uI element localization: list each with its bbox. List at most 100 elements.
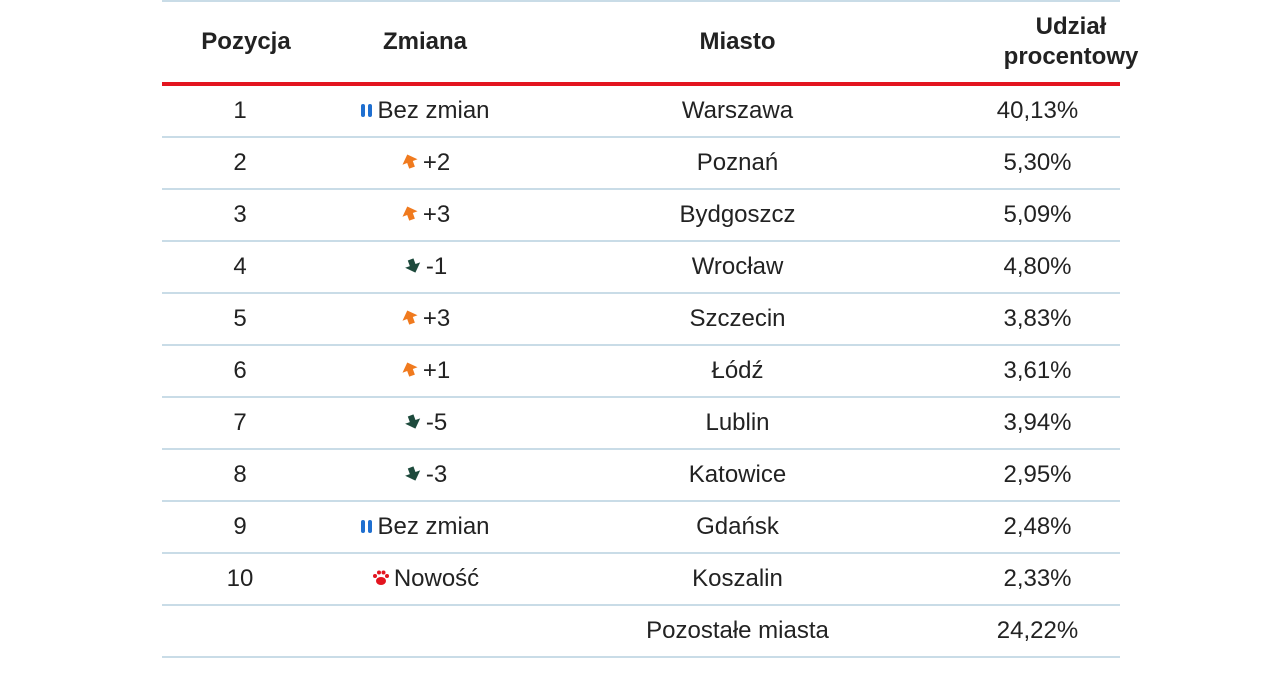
cell-text: +3 <box>422 201 451 228</box>
table-cell: +3 <box>330 189 520 242</box>
table-row: 9 Bez zmian Gdańsk 2,48% <box>162 501 1120 554</box>
change-icon <box>360 513 377 540</box>
ranking-table: Pozycja Zmiana Miasto Udział procentowy 1 Be… <box>162 0 1138 658</box>
table-cell: 3,61% <box>955 345 1120 398</box>
table-cell: Nowość <box>330 553 520 606</box>
cell-text: 8 <box>233 461 247 488</box>
table-cell: 2 <box>162 137 330 190</box>
cell-text: -3 <box>425 461 448 488</box>
cell-text: 2,95% <box>1003 461 1072 488</box>
cell-text: Koszalin <box>692 565 783 592</box>
change-icon <box>360 97 377 124</box>
table-cell: 5,09% <box>955 189 1120 242</box>
change-icon <box>403 461 426 488</box>
cell-text: Gdańsk <box>696 513 779 540</box>
table-cell: 10 <box>162 553 330 606</box>
cell-text: +2 <box>422 149 451 176</box>
cell-text: 5,09% <box>1003 201 1072 228</box>
header-cell: Zmiana <box>330 1 520 86</box>
table-cell: Koszalin <box>520 553 955 606</box>
cell-text: 2 <box>233 149 247 176</box>
table-cell: Lublin <box>520 397 955 450</box>
table-cell: -5 <box>330 397 520 450</box>
cell-text: 3,61% <box>1003 357 1072 384</box>
table-row: 10 Nowość Koszalin 2,33% <box>162 553 1120 606</box>
header-cell: Udział procentowy <box>955 1 1138 86</box>
change-icon <box>403 253 426 280</box>
table-row: 4 -1 Wrocław 4,80% <box>162 241 1120 294</box>
table-cell: 3 <box>162 189 330 242</box>
table-row: 6 +1 Łódź 3,61% <box>162 345 1120 398</box>
cell-text: Pozostałe miasta <box>646 617 829 644</box>
table-cell: Łódź <box>520 345 955 398</box>
cell-text: Lublin <box>705 409 770 436</box>
change-icon <box>400 149 423 176</box>
change-icon <box>400 357 423 384</box>
header-text: Pozycja <box>201 28 291 55</box>
table-cell: Pozostałe miasta <box>520 605 955 658</box>
cell-text: 10 <box>226 565 254 592</box>
table-row: 1 Bez zmian Warszawa 40,13% <box>162 84 1120 138</box>
cell-text: Bez zmian <box>377 97 490 124</box>
table-cell: Szczecin <box>520 293 955 346</box>
table-cell: +1 <box>330 345 520 398</box>
cell-text: 4,80% <box>1003 253 1072 280</box>
cell-text: -5 <box>425 409 448 436</box>
table-cell: +2 <box>330 137 520 190</box>
header-row: Pozycja Zmiana Miasto Udział procentowy <box>162 1 1138 86</box>
table-cell: 2,33% <box>955 553 1120 606</box>
table-cell: -3 <box>330 449 520 502</box>
cell-text: 1 <box>233 97 247 124</box>
cell-text: Łódź <box>711 357 764 384</box>
footer-row: Pozostałe miasta 24,22% <box>162 605 1120 658</box>
cell-text: Katowice <box>688 461 787 488</box>
table-row: 2 +2 Poznań 5,30% <box>162 137 1120 190</box>
cell-text: 4 <box>233 253 247 280</box>
table-cell: 3,83% <box>955 293 1120 346</box>
header-text: Miasto <box>699 28 776 55</box>
cell-text: 7 <box>233 409 247 436</box>
header-cell: Miasto <box>520 1 955 86</box>
cell-text: Bez zmian <box>377 513 490 540</box>
table-wrap: Pozycja Zmiana Miasto Udział procentowy 1 Be… <box>162 0 1138 658</box>
cell-text: 3,83% <box>1003 305 1072 332</box>
cell-text: 5,30% <box>1003 149 1072 176</box>
cell-text: Poznań <box>696 149 779 176</box>
table-cell: 5 <box>162 293 330 346</box>
header-text: Zmiana <box>382 28 468 55</box>
cell-text: Wrocław <box>691 253 784 280</box>
table-cell: 5,30% <box>955 137 1120 190</box>
table-cell: Bez zmian <box>330 501 520 554</box>
table-cell: 6 <box>162 345 330 398</box>
table-row: 3 +3 Bydgoszcz 5,09% <box>162 189 1120 242</box>
change-icon <box>403 409 426 436</box>
cell-text: 3,94% <box>1003 409 1072 436</box>
cell-text: 40,13% <box>996 97 1079 124</box>
header-text: Udział procentowy <box>1003 13 1139 70</box>
table-cell <box>162 605 330 658</box>
cell-text: -1 <box>425 253 448 280</box>
table-cell: 4,80% <box>955 241 1120 294</box>
cell-text: 24,22% <box>996 617 1079 644</box>
table-cell: 9 <box>162 501 330 554</box>
table-cell: Wrocław <box>520 241 955 294</box>
cell-text: 5 <box>233 305 247 332</box>
table-cell: -1 <box>330 241 520 294</box>
table-body: 1 Bez zmian Warszawa 40,13% 2 +2 Poznań 5,30% 3 +… <box>162 84 1120 658</box>
cell-text: 9 <box>233 513 247 540</box>
table-cell: Gdańsk <box>520 501 955 554</box>
table-cell <box>330 605 520 658</box>
cell-text: Bydgoszcz <box>679 201 796 228</box>
table-row: 8 -3 Katowice 2,95% <box>162 449 1120 502</box>
change-icon <box>400 201 423 228</box>
cell-text: Szczecin <box>689 305 786 332</box>
table-cell: +3 <box>330 293 520 346</box>
cell-text: Warszawa <box>681 97 794 124</box>
table-cell: 40,13% <box>955 84 1120 138</box>
change-icon <box>371 565 394 592</box>
cell-text: 3 <box>233 201 247 228</box>
table-row: 5 +3 Szczecin 3,83% <box>162 293 1120 346</box>
table-cell: 24,22% <box>955 605 1120 658</box>
table-header: Pozycja Zmiana Miasto Udział procentowy <box>162 1 1138 86</box>
